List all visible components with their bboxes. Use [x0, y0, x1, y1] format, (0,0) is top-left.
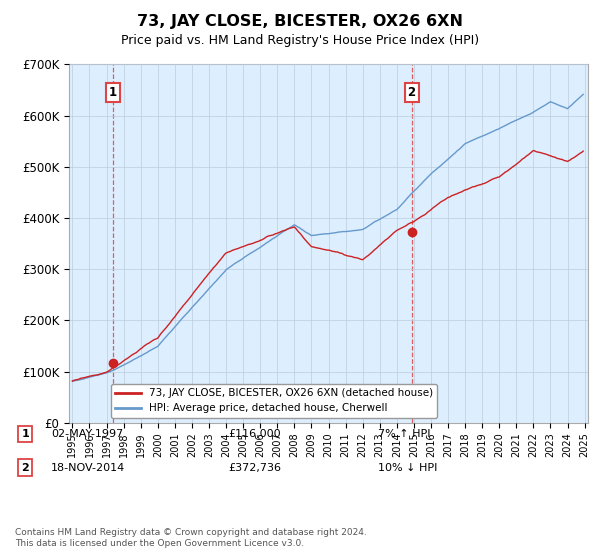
Text: Contains HM Land Registry data © Crown copyright and database right 2024.
This d: Contains HM Land Registry data © Crown c…: [15, 528, 367, 548]
Text: 2: 2: [407, 86, 416, 99]
Text: £372,736: £372,736: [228, 463, 281, 473]
Text: 1: 1: [109, 86, 117, 99]
Legend: 73, JAY CLOSE, BICESTER, OX26 6XN (detached house), HPI: Average price, detached: 73, JAY CLOSE, BICESTER, OX26 6XN (detac…: [110, 384, 437, 418]
Text: 18-NOV-2014: 18-NOV-2014: [51, 463, 125, 473]
Text: 02-MAY-1997: 02-MAY-1997: [51, 429, 123, 439]
Text: Price paid vs. HM Land Registry's House Price Index (HPI): Price paid vs. HM Land Registry's House …: [121, 34, 479, 46]
Text: 2: 2: [22, 463, 29, 473]
Text: 73, JAY CLOSE, BICESTER, OX26 6XN: 73, JAY CLOSE, BICESTER, OX26 6XN: [137, 14, 463, 29]
Text: 10% ↓ HPI: 10% ↓ HPI: [378, 463, 437, 473]
Text: 7% ↑ HPI: 7% ↑ HPI: [378, 429, 431, 439]
Text: £116,000: £116,000: [228, 429, 281, 439]
Text: 1: 1: [22, 429, 29, 439]
